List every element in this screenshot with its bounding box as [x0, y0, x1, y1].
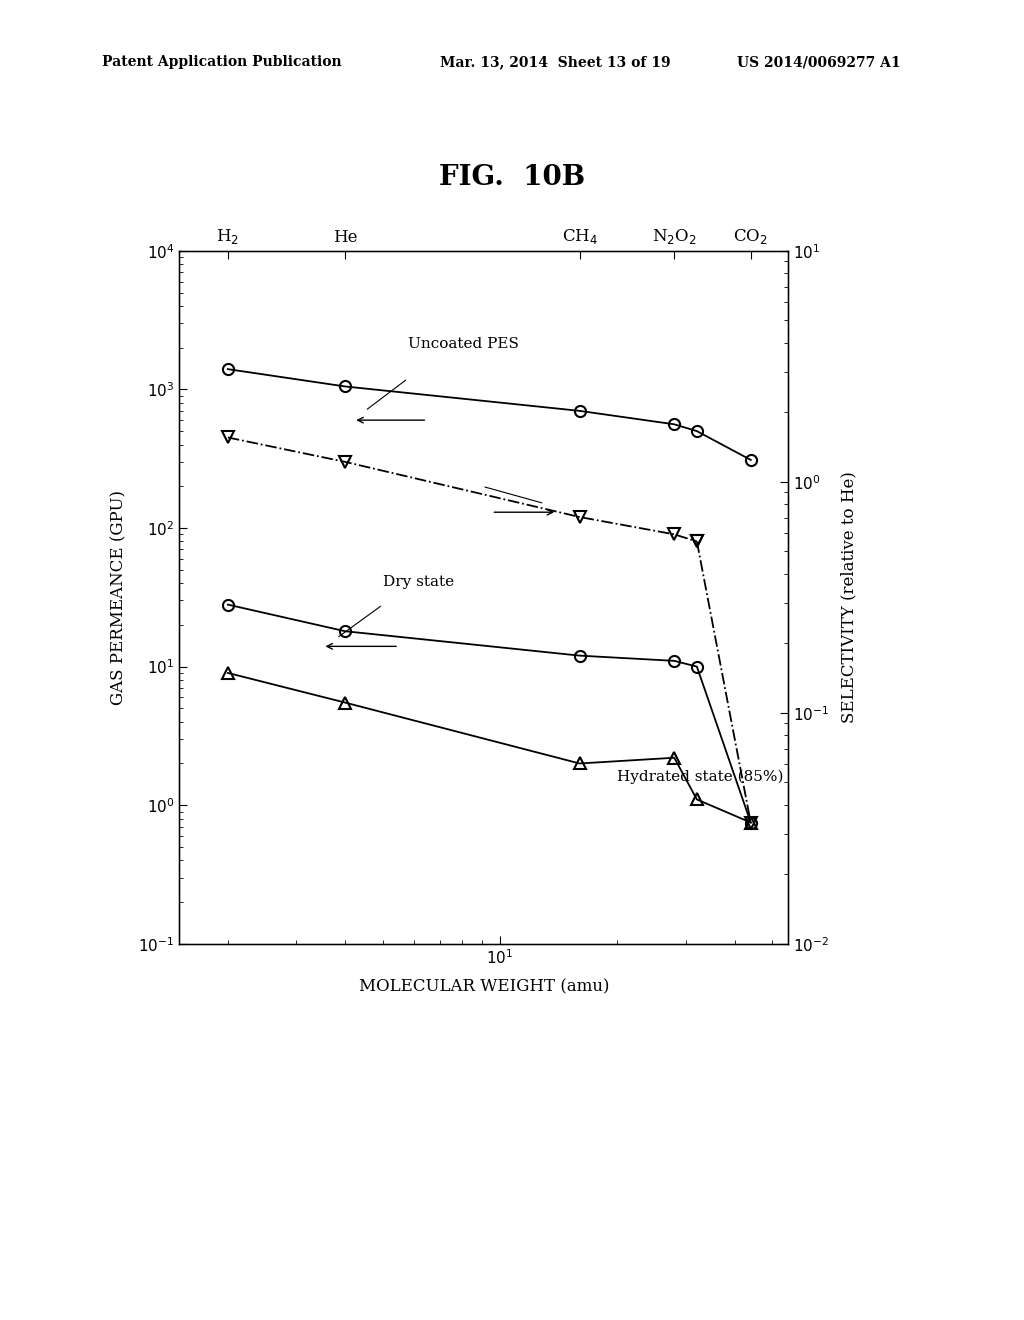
Text: Hydrated state (85%): Hydrated state (85%): [617, 770, 783, 784]
Y-axis label: SELECTIVITY (relative to He): SELECTIVITY (relative to He): [841, 471, 858, 723]
Text: Uncoated PES: Uncoated PES: [408, 337, 519, 351]
X-axis label: MOLECULAR WEIGHT (amu): MOLECULAR WEIGHT (amu): [358, 978, 609, 995]
Text: Mar. 13, 2014  Sheet 13 of 19: Mar. 13, 2014 Sheet 13 of 19: [440, 55, 671, 70]
Text: Patent Application Publication: Patent Application Publication: [102, 55, 342, 70]
Text: Dry state: Dry state: [383, 576, 454, 589]
Text: US 2014/0069277 A1: US 2014/0069277 A1: [737, 55, 901, 70]
Y-axis label: GAS PERMEANCE (GPU): GAS PERMEANCE (GPU): [110, 490, 127, 705]
Text: FIG.  10B: FIG. 10B: [439, 165, 585, 191]
